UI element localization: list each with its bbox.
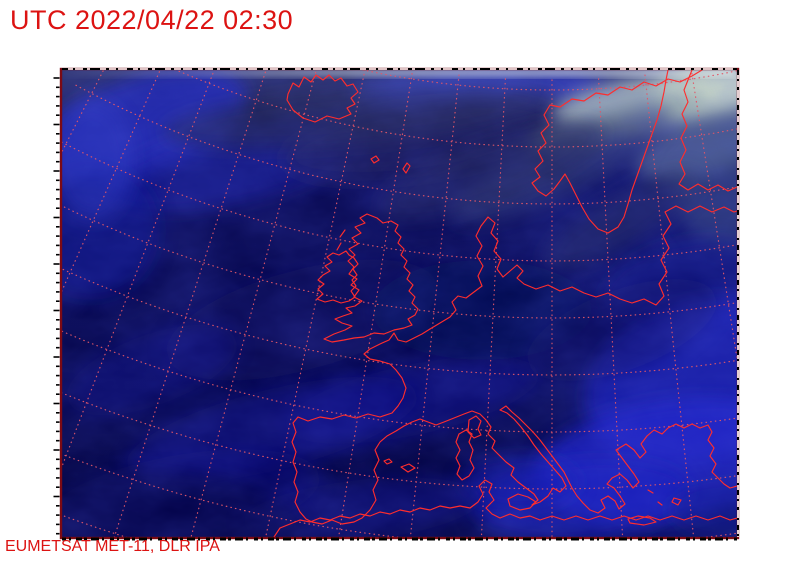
cloud-texture <box>62 70 737 537</box>
coastline-balearics <box>383 458 416 473</box>
coastline-layer <box>273 70 737 537</box>
coastline-continental-europe <box>291 328 737 525</box>
credit-label: EUMETSAT MET-11, DLR IPA <box>5 538 220 555</box>
coastline-crete-aegean-islands <box>627 489 682 526</box>
timestamp-label: UTC 2022/04/22 02:30 <box>10 5 294 35</box>
coastline-iceland <box>286 74 359 123</box>
coastline-ireland <box>316 250 359 304</box>
coastline-great-britain <box>323 213 419 343</box>
coastline-corsica <box>467 415 482 439</box>
arctic-bright-strip <box>62 70 737 75</box>
tick-marks <box>53 68 739 541</box>
coastline-finland <box>678 70 737 192</box>
coastline-hebrides <box>336 229 346 251</box>
coastline-faroe-shetland <box>370 155 411 174</box>
satellite-map-svg <box>53 67 740 541</box>
coastline-scandinavia <box>531 70 703 234</box>
satellite-map-frame <box>53 67 740 541</box>
coastline-northsea-baltic <box>429 205 737 330</box>
coastline-sardinia <box>455 429 475 481</box>
coastline-sicily <box>507 493 537 511</box>
coastline-north-africa <box>273 479 737 537</box>
